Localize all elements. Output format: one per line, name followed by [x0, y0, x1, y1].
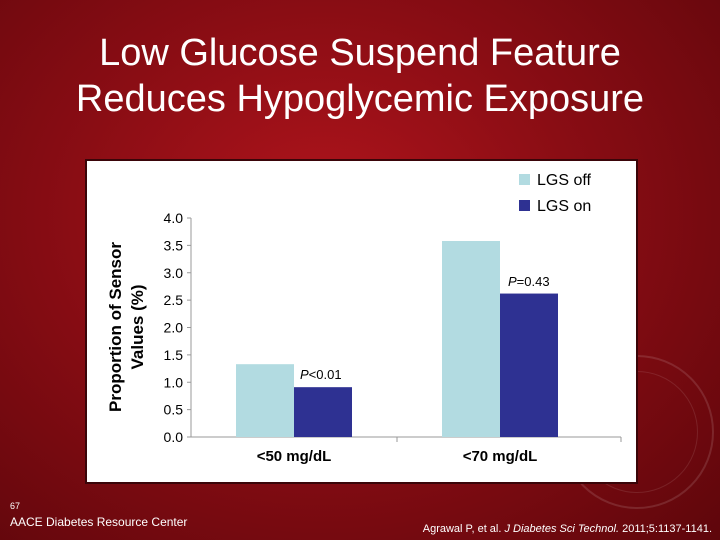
y-tick-label: 1.0: [164, 374, 184, 390]
y-tick-label: 3.5: [164, 237, 184, 253]
slide-title: Low Glucose Suspend Feature Reduces Hypo…: [0, 30, 720, 122]
y-axis-label-line2: Values (%): [128, 284, 147, 369]
x-category-label: <70 mg/dL: [463, 448, 538, 465]
y-tick-label: 4.0: [164, 210, 184, 226]
p-value-letter: P: [300, 367, 309, 382]
citation-authors: Agrawal P, et al.: [422, 523, 505, 535]
slide-number: 67: [10, 501, 21, 511]
y-tick-label: 0.0: [164, 429, 184, 445]
p-value-text: =0.43: [517, 274, 550, 289]
footer-logo: AACE Diabetes Resource Center: [10, 515, 188, 529]
legend-swatch: [519, 200, 530, 211]
y-tick-label: 2.0: [164, 320, 184, 336]
y-tick-label: 3.0: [164, 265, 184, 281]
x-category-label: <50 mg/dL: [257, 448, 332, 465]
p-value-annotation: P=0.43: [508, 274, 550, 289]
citation-journal: J Diabetes Sci Technol.: [504, 523, 620, 535]
y-axis-label: Proportion of Sensor Values (%): [106, 242, 147, 412]
y-tick-label: 2.5: [164, 292, 184, 308]
y-tick-label: 1.5: [164, 347, 184, 363]
y-axis-label-line1: Proportion of Sensor: [106, 242, 125, 412]
p-value-letter: P: [508, 274, 517, 289]
legend-label: LGS off: [537, 172, 592, 189]
bar-lgs-off: [236, 364, 294, 437]
legend-label: LGS on: [537, 198, 591, 215]
bar-lgs-on: [294, 387, 352, 437]
citation-details: 2011;5:1137-1141.: [619, 523, 712, 535]
bar-chart: Proportion of Sensor Values (%) 0.0 0.5 1.…: [106, 172, 622, 465]
slide-title-line2: Reduces Hypoglycemic Exposure: [75, 78, 645, 120]
p-value-annotation: P<0.01: [300, 367, 342, 382]
legend-swatch: [519, 174, 530, 185]
bar-lgs-off: [442, 240, 500, 437]
y-tick-label: 0.5: [164, 402, 184, 418]
p-value-text: <0.01: [309, 367, 342, 382]
bar-lgs-on: [500, 293, 558, 437]
chart-panel: Proportion of Sensor Values (%) 0.0 0.5 1.…: [85, 159, 638, 484]
citation: Agrawal P, et al. J Diabetes Sci Technol…: [423, 523, 712, 535]
slide-title-line1: Low Glucose Suspend Feature: [99, 32, 621, 74]
